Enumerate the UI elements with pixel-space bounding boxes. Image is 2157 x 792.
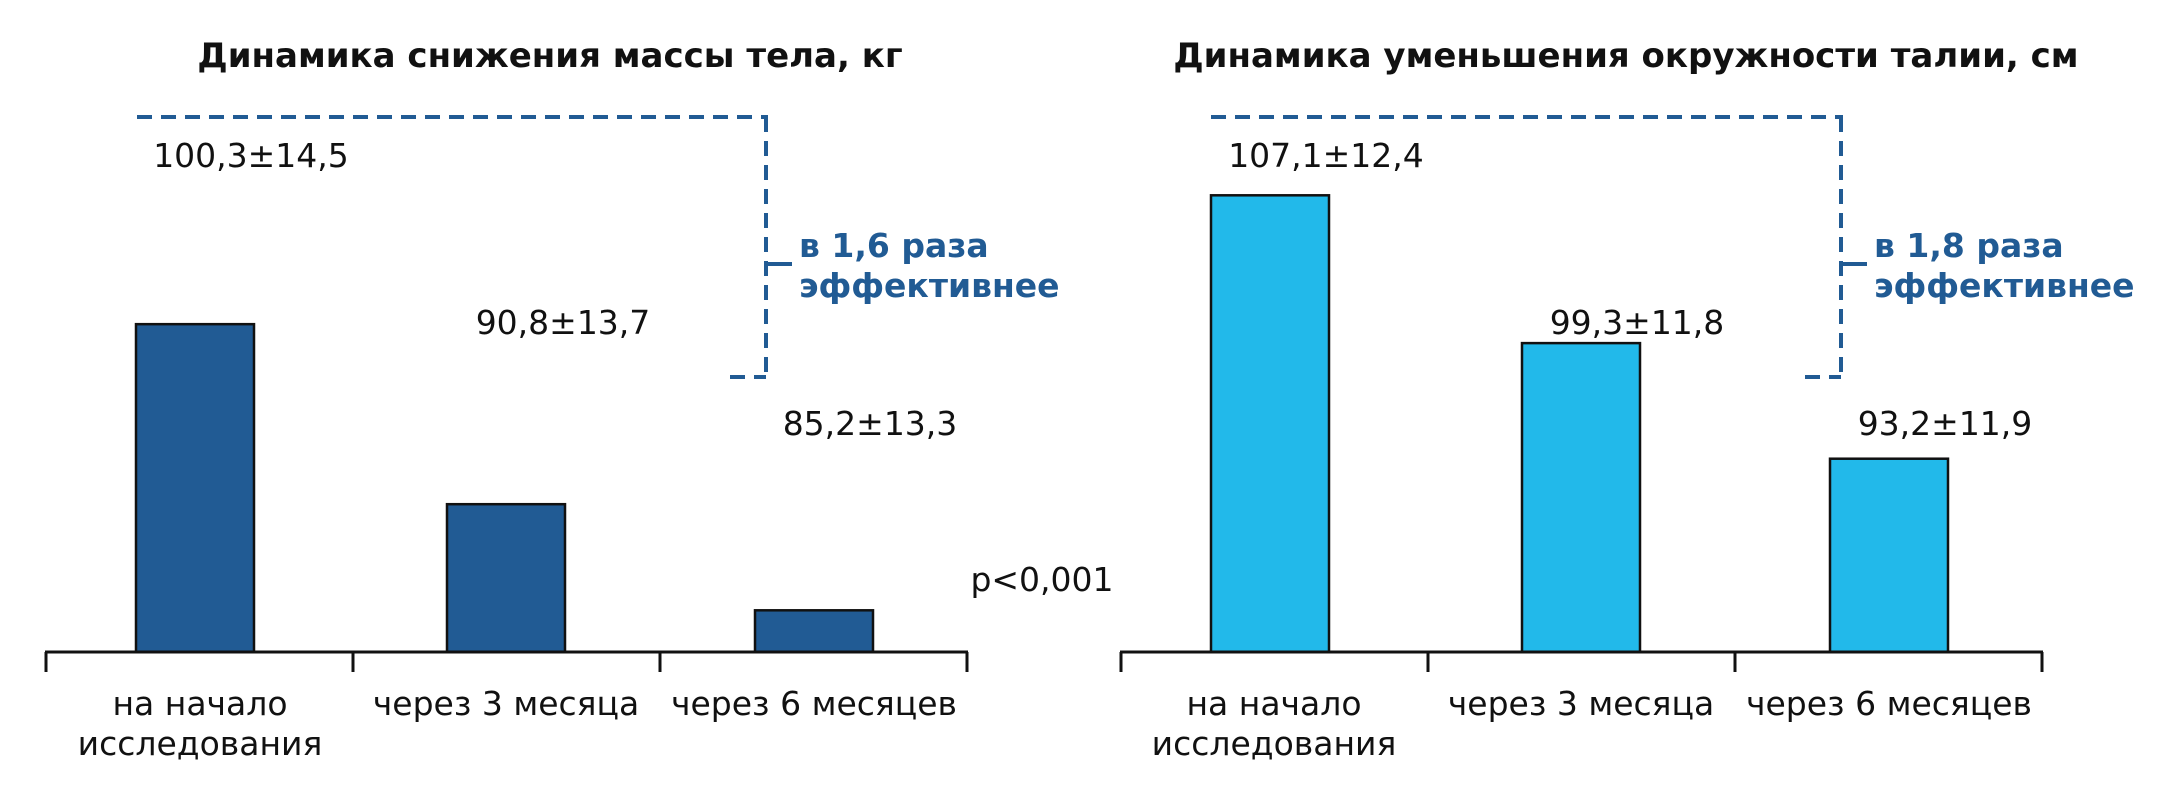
- category-label: исследования: [78, 724, 323, 763]
- bar: [1828, 457, 1950, 654]
- value-label: 107,1±12,4: [1228, 136, 1424, 175]
- bar: [1520, 341, 1642, 654]
- value-label: 100,3±14,5: [153, 136, 349, 175]
- value-label: 93,2±11,9: [1858, 404, 2033, 443]
- bar: [445, 502, 567, 654]
- bracket-note: в 1,6 раза: [799, 226, 989, 265]
- comparison-bracket: [137, 115, 768, 379]
- comparison-bracket: [1211, 115, 1843, 379]
- category-label: через 6 месяцев: [1746, 684, 2032, 723]
- category-label: на начало: [1186, 684, 1361, 723]
- bars: [1209, 194, 1950, 654]
- bars: [134, 322, 875, 654]
- value-label: 90,8±13,7: [476, 303, 651, 342]
- category-label: исследования: [1152, 724, 1397, 763]
- category-label: на начало: [112, 684, 287, 723]
- category-label: через 3 месяца: [1448, 684, 1714, 723]
- chart-body-weight: Динамика снижения массы тела, кг 100,3±1…: [44, 36, 1060, 763]
- bracket-note: в 1,8 раза: [1874, 226, 2064, 265]
- bar: [1209, 194, 1331, 654]
- category-label: через 3 месяца: [373, 684, 639, 723]
- value-label: 85,2±13,3: [783, 404, 958, 443]
- bar: [753, 609, 875, 654]
- category-label: через 6 месяцев: [671, 684, 957, 723]
- value-label: 99,3±11,8: [1550, 303, 1725, 342]
- bracket-note: эффективнее: [799, 266, 1060, 305]
- bracket-note: эффективнее: [1874, 266, 2135, 305]
- chart-title: Динамика уменьшения окружности талии, см: [1173, 36, 2078, 76]
- chart-waist: Динамика уменьшения окружности талии, см…: [1119, 36, 2135, 763]
- chart-title: Динамика снижения массы тела, кг: [197, 36, 902, 76]
- p-value: p<0,001: [970, 560, 1113, 599]
- bar: [134, 322, 256, 654]
